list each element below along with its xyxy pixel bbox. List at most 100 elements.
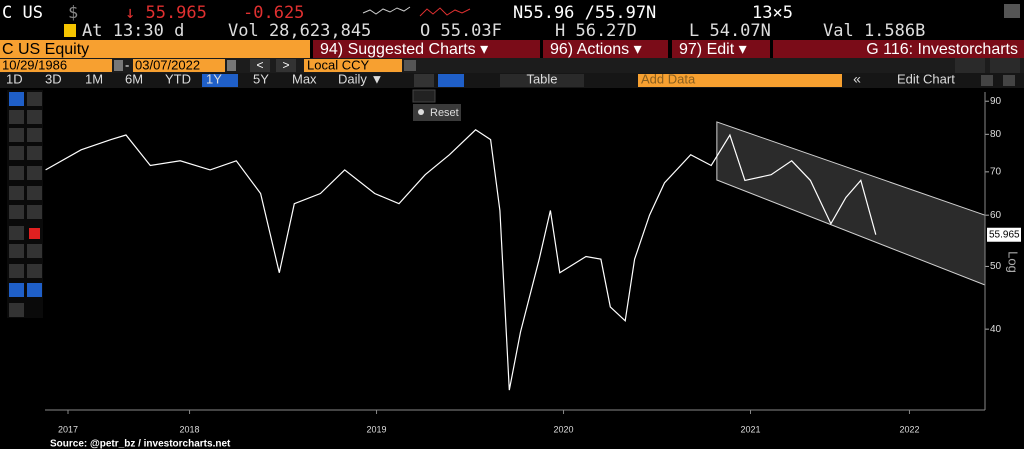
tool[interactable] xyxy=(9,166,24,180)
period[interactable]: 1D xyxy=(6,71,23,86)
color-tool[interactable] xyxy=(29,228,40,239)
separator: - xyxy=(125,57,129,72)
add-data-label: Add Data xyxy=(641,71,696,86)
tool[interactable] xyxy=(27,92,42,106)
y-tick-label: 60 xyxy=(990,210,1002,221)
end-date: 03/07/2022 xyxy=(135,57,200,72)
tool[interactable] xyxy=(9,186,24,200)
x-tick-label: 2019 xyxy=(367,424,387,434)
period[interactable]: 1M xyxy=(85,71,103,86)
value-traded: Val 1.586B xyxy=(823,21,925,41)
icon[interactable] xyxy=(981,75,993,86)
tool[interactable] xyxy=(9,110,24,124)
undo[interactable] xyxy=(955,58,985,73)
tool[interactable] xyxy=(27,128,42,142)
date-input[interactable] xyxy=(0,59,112,72)
x-tick-label: 2020 xyxy=(554,424,574,434)
reset-icon xyxy=(418,109,424,115)
trend-channel xyxy=(716,121,986,286)
menu-label: 97) Edit ▾ xyxy=(679,41,747,58)
menu-label: 96) Actions ▾ xyxy=(550,41,642,58)
tool[interactable] xyxy=(27,283,42,297)
currency-label: Local CCY xyxy=(307,57,369,72)
volume: Vol 28,623,845 xyxy=(228,21,371,41)
collapse[interactable]: « xyxy=(853,71,861,87)
tool[interactable] xyxy=(9,283,24,297)
icon[interactable] xyxy=(1003,75,1015,86)
tool[interactable] xyxy=(27,264,42,278)
period-selected[interactable] xyxy=(202,74,238,87)
sparkline xyxy=(362,6,411,15)
x-tick-label: 2017 xyxy=(58,424,78,434)
add-data-input[interactable] xyxy=(638,74,842,87)
high: H 56.27D xyxy=(555,21,637,41)
prev-button[interactable] xyxy=(250,59,270,72)
tool-palette xyxy=(7,90,43,318)
chart-icon[interactable] xyxy=(438,74,464,87)
tool[interactable] xyxy=(9,264,24,278)
currency-select[interactable] xyxy=(304,59,402,72)
y-tick-label: 80 xyxy=(990,129,1002,140)
y-axis-label: Log xyxy=(1006,251,1021,273)
edit-chart[interactable]: Edit Chart xyxy=(897,71,955,86)
calendar-icon[interactable] xyxy=(227,60,236,71)
icon[interactable] xyxy=(1004,4,1020,18)
next-label: > xyxy=(282,58,289,72)
settings[interactable] xyxy=(9,303,24,317)
period[interactable]: Max xyxy=(292,71,317,86)
menu-tab[interactable] xyxy=(313,40,540,58)
frequency[interactable]: Daily ▼ xyxy=(338,71,383,86)
reset-button[interactable] xyxy=(413,104,461,121)
tool[interactable] xyxy=(27,205,42,219)
last-value-label: 55.965 xyxy=(989,229,1020,240)
tool[interactable] xyxy=(9,128,24,142)
table-button[interactable] xyxy=(500,74,584,87)
security: C US Equity xyxy=(2,41,89,58)
page-label: G 116: Investorcharts xyxy=(866,41,1018,58)
tool[interactable] xyxy=(9,226,24,240)
tool[interactable] xyxy=(27,186,42,200)
period[interactable]: 5Y xyxy=(253,71,269,86)
y-tick-label: 40 xyxy=(990,324,1002,335)
next-button[interactable] xyxy=(276,59,296,72)
page-tab[interactable] xyxy=(773,40,1024,58)
tool[interactable] xyxy=(9,146,24,160)
start-date: 10/29/1986 xyxy=(2,57,67,72)
period[interactable]: YTD xyxy=(165,71,191,86)
table-label: Table xyxy=(526,71,557,86)
sparkline xyxy=(419,7,471,17)
chart-icon[interactable] xyxy=(414,74,434,87)
menu-tab[interactable] xyxy=(672,40,770,58)
tool[interactable] xyxy=(27,146,42,160)
period[interactable]: 1Y xyxy=(206,71,222,86)
quote-bar xyxy=(0,0,1024,40)
period[interactable]: 3D xyxy=(45,71,62,86)
tool[interactable] xyxy=(9,205,24,219)
size: 13×5 xyxy=(752,3,793,23)
date-input[interactable] xyxy=(133,59,225,72)
redo[interactable] xyxy=(990,58,1020,73)
open: O 55.03F xyxy=(420,21,502,41)
mini-toggle[interactable] xyxy=(412,89,436,103)
low: L 54.07N xyxy=(689,21,771,41)
dropdown[interactable] xyxy=(404,60,416,71)
price-change: -0.625 xyxy=(243,3,304,23)
icon xyxy=(64,24,76,37)
x-tick-label: 2022 xyxy=(899,424,919,434)
time: At 13:30 d xyxy=(82,21,184,41)
tool[interactable] xyxy=(27,244,42,258)
security-field[interactable] xyxy=(0,40,310,58)
symbol: C US xyxy=(2,3,43,23)
tool[interactable] xyxy=(27,110,42,124)
x-tick-label: 2018 xyxy=(180,424,200,434)
tool[interactable] xyxy=(9,92,24,106)
period[interactable]: 6M xyxy=(125,71,143,86)
calendar-icon[interactable] xyxy=(114,60,123,71)
tool[interactable] xyxy=(9,244,24,258)
price-line xyxy=(45,129,877,391)
tool[interactable] xyxy=(27,166,42,180)
menu-label: 94) Suggested Charts ▾ xyxy=(320,41,488,58)
menu-tab[interactable] xyxy=(543,40,668,58)
